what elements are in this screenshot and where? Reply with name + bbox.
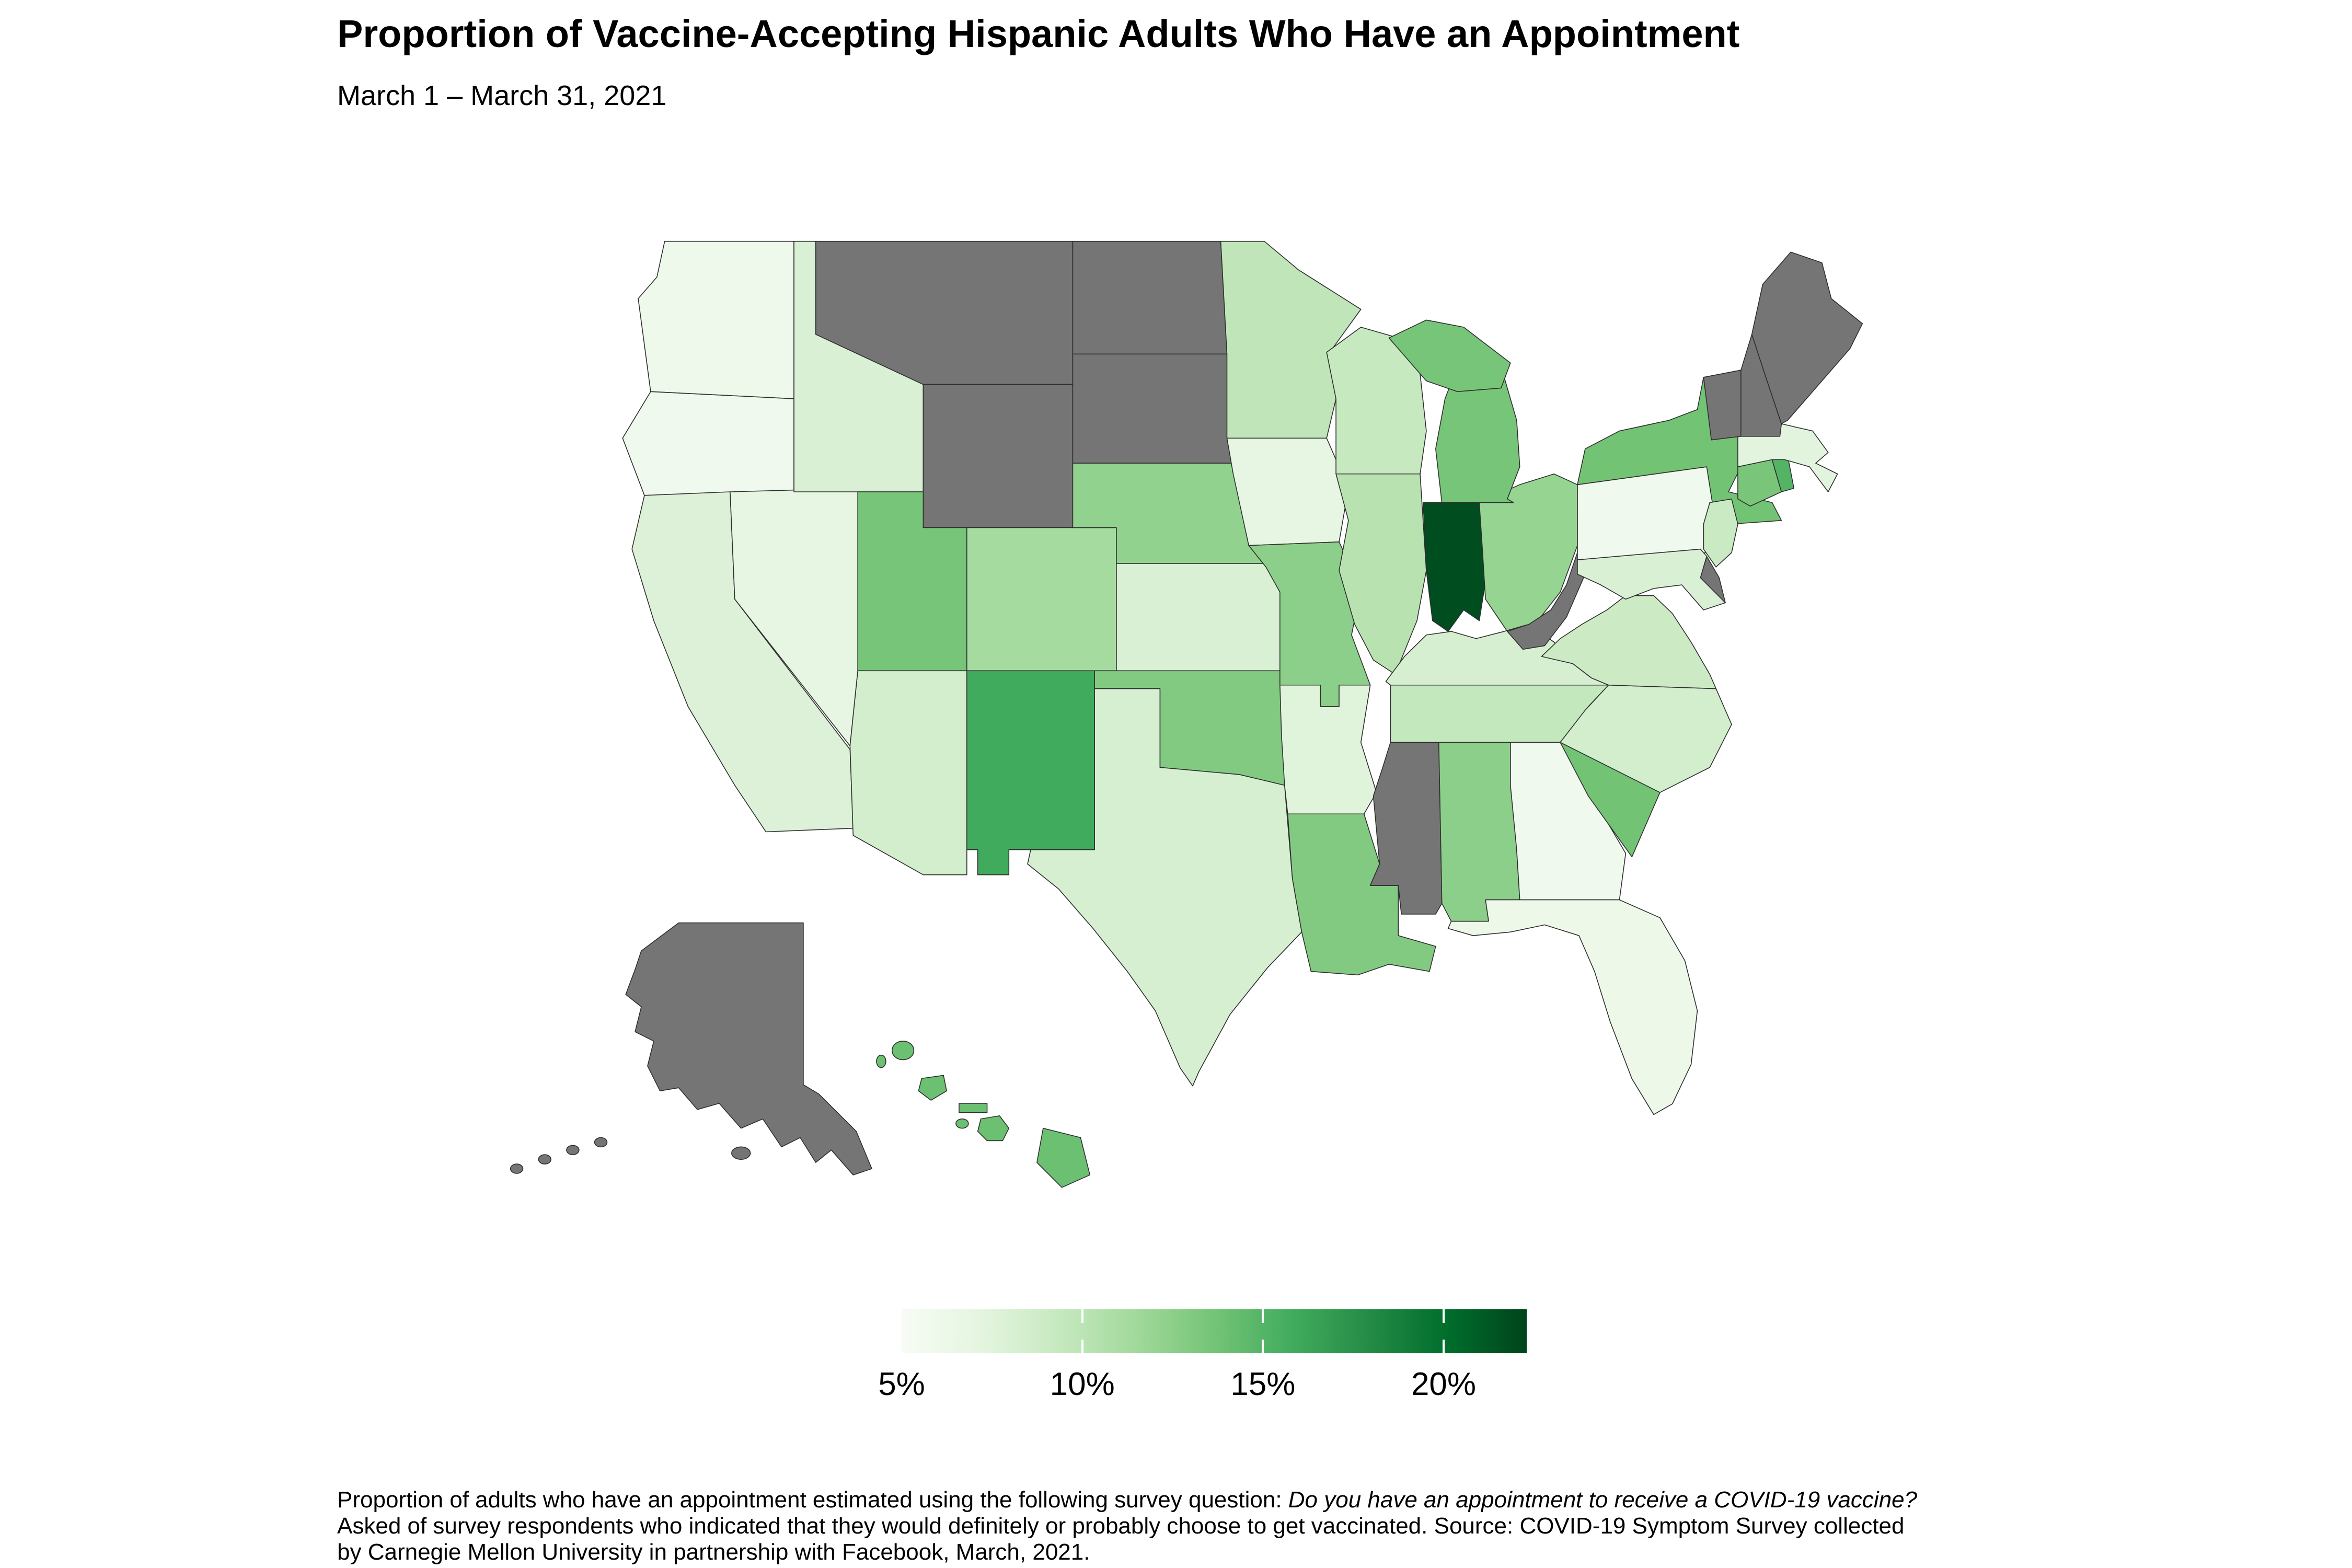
legend-tick-mark-20 — [1442, 1309, 1445, 1323]
state-il — [1336, 474, 1426, 674]
alaska-inset — [511, 923, 872, 1175]
hi-oahu — [918, 1075, 947, 1100]
state-ar — [1280, 685, 1377, 814]
ak-aleutian-island — [595, 1137, 607, 1147]
hi-maui — [978, 1116, 1009, 1141]
us-choropleth-map — [408, 220, 1965, 1239]
legend-tick-label-20: 20% — [1411, 1366, 1477, 1402]
state-in — [1423, 503, 1485, 632]
subtitle-date-range: March 1 – March 31, 2021 — [337, 80, 667, 111]
state-nm — [967, 671, 1094, 874]
legend-tick-label-15: 15% — [1230, 1366, 1296, 1402]
state-oh — [1479, 474, 1577, 631]
legend: 5% 10% 15% 20% — [878, 1309, 1527, 1402]
legend-tick-mark-15 — [1262, 1340, 1264, 1353]
state-tx — [1028, 689, 1301, 1086]
state-al — [1439, 742, 1520, 921]
state-wi — [1327, 327, 1426, 474]
ak-aleutian-island — [511, 1164, 523, 1173]
hi-kauai — [892, 1041, 914, 1060]
state-mi-upper — [1389, 320, 1510, 391]
state-az — [850, 671, 966, 874]
ak-aleutian-island — [567, 1145, 579, 1155]
caption: Proportion of adults who have an appoint… — [337, 1487, 1917, 1565]
state-ma — [1738, 424, 1838, 492]
caption-line1-plain: Proportion of adults who have an appoint… — [337, 1487, 1288, 1513]
legend-tick-mark-10 — [1081, 1309, 1083, 1323]
caption-line-3: by Carnegie Mellon University in partner… — [337, 1539, 1090, 1565]
state-nc — [1560, 685, 1732, 792]
legend-tick-mark-15 — [1262, 1309, 1264, 1323]
state-ak — [626, 923, 872, 1175]
state-md — [1577, 549, 1725, 610]
hi-molokai — [959, 1103, 987, 1113]
ak-aleutian-island — [538, 1155, 551, 1164]
state-ks — [1116, 563, 1280, 671]
ak-kodiak-island — [732, 1147, 751, 1159]
conus-states — [622, 241, 1862, 1115]
state-co — [967, 527, 1116, 671]
state-or — [622, 391, 794, 495]
legend-tick-label-5: 5% — [878, 1366, 925, 1402]
hawaii-inset — [877, 1041, 1090, 1187]
caption-line-1: Proportion of adults who have an appoint… — [337, 1487, 1917, 1513]
legend-colorbar — [902, 1309, 1527, 1353]
caption-line1-question: Do you have an appointment to receive a … — [1288, 1487, 1918, 1513]
page-title: Proportion of Vaccine-Accepting Hispanic… — [337, 12, 1740, 55]
legend-tick-mark-20 — [1442, 1340, 1445, 1353]
state-va — [1541, 596, 1716, 689]
caption-line-2: Asked of survey respondents who indicate… — [337, 1513, 1905, 1539]
state-sd — [1073, 354, 1233, 463]
map-svg — [408, 220, 1965, 1239]
state-nj — [1703, 499, 1738, 567]
state-wy — [923, 385, 1073, 528]
legend-tick-label-10: 10% — [1050, 1366, 1115, 1402]
legend-tick-mark-10 — [1081, 1340, 1083, 1353]
hi-niihau — [877, 1055, 886, 1068]
state-wa — [638, 241, 794, 399]
hi-lanai — [956, 1119, 969, 1128]
state-ia — [1227, 438, 1348, 545]
state-fl — [1448, 900, 1698, 1115]
state-nd — [1073, 241, 1227, 354]
state-me — [1752, 252, 1863, 424]
hi-big-island — [1037, 1128, 1090, 1187]
